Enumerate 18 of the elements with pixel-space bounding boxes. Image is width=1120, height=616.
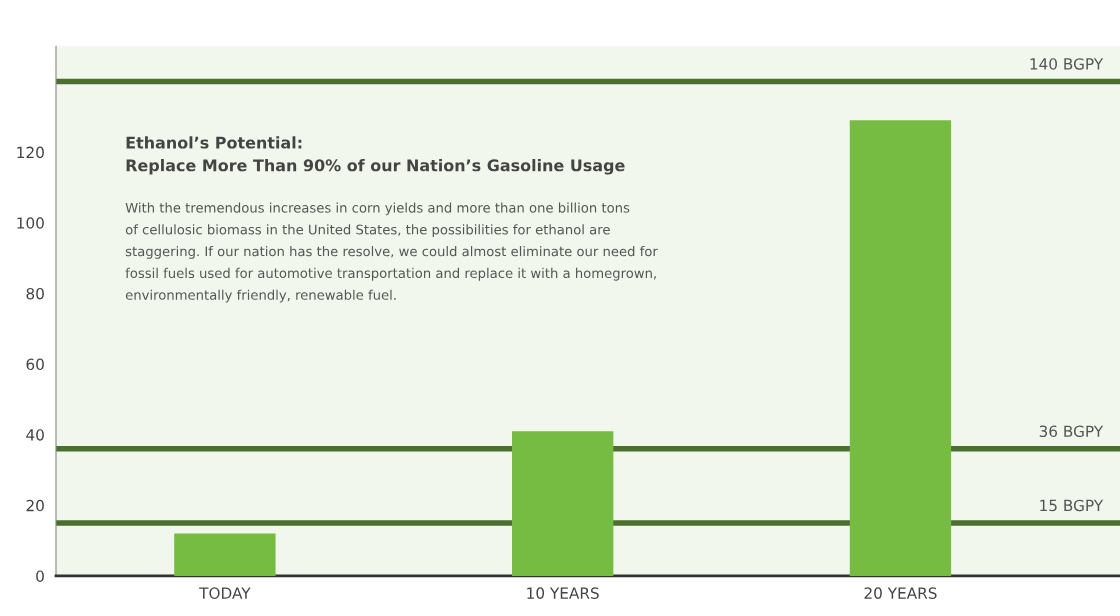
bar xyxy=(174,533,276,576)
y-tick-label: 20 xyxy=(26,499,44,512)
x-tick-label: 10 YEARS xyxy=(527,587,599,599)
text: Ethanol’s Potential: Replace More Than 90% of our Nation’s Gasoline Usage xyxy=(126,136,625,175)
x-tick-label: TODAY xyxy=(199,587,251,599)
y-tick-label: 40 xyxy=(26,429,44,441)
x-tick-label: 20 YEARS xyxy=(864,587,937,599)
y-tick-label: 0 xyxy=(36,570,44,582)
bar xyxy=(512,431,614,576)
y-tick-label: 80 xyxy=(26,287,44,300)
y-tick-label: 100 xyxy=(17,217,44,229)
annotation: With the tremendous increases in corn yields and more than one billion tons of cellulosic biomass in the United States, the possibilities for ethanol are staggering. If our nation has the resolve, we could almost eliminate our need for fossil fuels used for automotive transportation and replace it with a homegrown, environmentally friendly, renewable fuel. xyxy=(125,202,658,303)
bar xyxy=(849,120,952,576)
ref-line-label: 15 BGPY xyxy=(1040,499,1104,512)
ref-line-label: 140 BGPY xyxy=(1030,58,1104,70)
y-tick-label: 60 xyxy=(26,358,44,371)
ref-line-label: 36 BGPY xyxy=(1039,425,1104,438)
y-tick-label: 120 xyxy=(17,146,44,159)
